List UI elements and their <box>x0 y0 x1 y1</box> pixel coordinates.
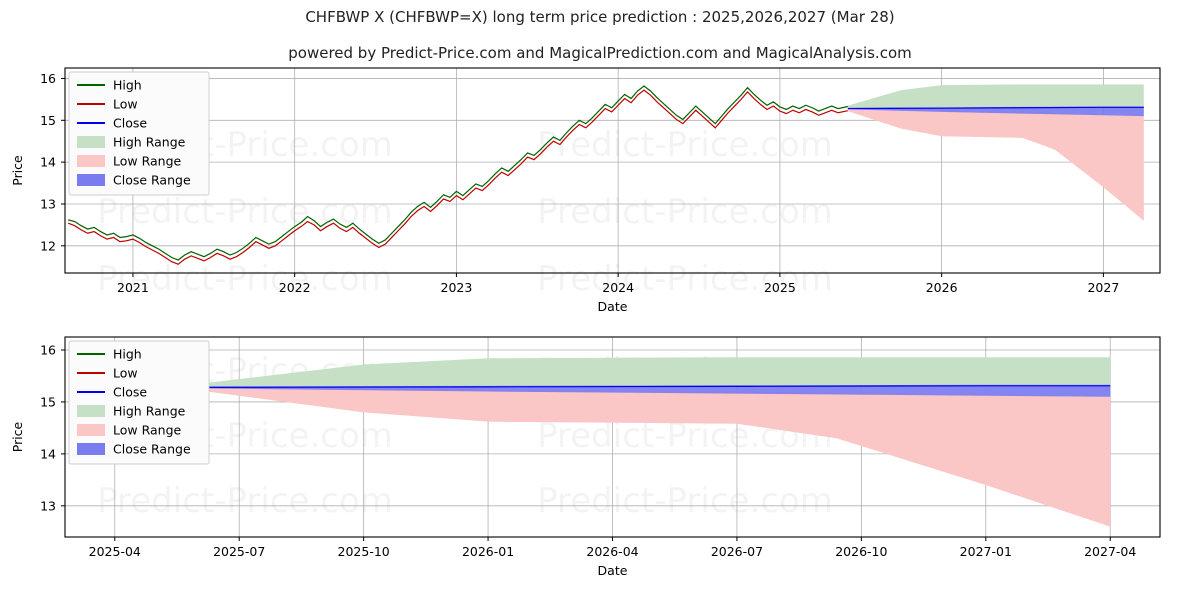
legend-swatch-patch <box>77 424 105 436</box>
x-tick-label: 2026-04 <box>586 544 638 559</box>
y-tick-label: 16 <box>40 71 56 86</box>
series-line-low <box>68 89 848 265</box>
x-tick-label: 2021 <box>117 280 149 295</box>
low-range-band <box>847 108 1144 221</box>
legend-swatch-patch <box>77 155 105 167</box>
x-tick-label: 2027-04 <box>1084 544 1136 559</box>
legend-item-label: Low Range <box>113 423 182 438</box>
watermark-text: Predict-Price.com <box>537 125 833 165</box>
legend-item-label: High Range <box>113 135 186 150</box>
y-tick-label: 12 <box>40 238 56 253</box>
watermark-text: Predict-Price.com <box>537 259 833 299</box>
legend-item-label: Close Range <box>113 173 191 188</box>
legend-item-label: Low <box>113 97 138 112</box>
x-tick-label: 2027-01 <box>960 544 1012 559</box>
close-range-band <box>847 106 1144 117</box>
x-tick-label: 2027 <box>1087 280 1119 295</box>
legend-item-label: High <box>113 347 142 362</box>
legend-item-label: Low Range <box>113 154 182 169</box>
y-tick-label: 13 <box>40 498 56 513</box>
legend-swatch-patch <box>77 405 105 417</box>
x-tick-label: 2026-07 <box>711 544 763 559</box>
high-range-band <box>199 357 1111 388</box>
y-tick-label: 14 <box>40 446 56 461</box>
legend-item-label: High <box>113 78 142 93</box>
plot-border <box>64 336 1161 538</box>
watermark-text: Predict-Price.com <box>97 259 393 299</box>
low-range-band <box>199 387 1111 527</box>
x-axis-label: Date <box>598 563 628 578</box>
legend-item-label: High Range <box>113 404 186 419</box>
page-subtitle: powered by Predict-Price.com and Magical… <box>288 44 912 62</box>
x-tick-label: 2025-04 <box>89 544 141 559</box>
y-tick-label: 13 <box>40 196 56 211</box>
close-range-band <box>199 384 1111 397</box>
legend-item-label: Close Range <box>113 442 191 457</box>
legend-item-label: Close <box>113 385 147 400</box>
x-tick-label: 2024 <box>602 280 634 295</box>
series-line-high <box>68 85 848 261</box>
y-tick-label: 16 <box>40 342 56 357</box>
legend-swatch-patch <box>77 174 105 186</box>
plot-border <box>64 67 1161 274</box>
y-tick-label: 14 <box>40 155 56 170</box>
x-tick-label: 2026 <box>926 280 958 295</box>
chart-legend: High Low Close High Range Low Range Close Ran… <box>68 71 210 196</box>
x-tick-label: 2023 <box>441 280 473 295</box>
y-axis-label: Price <box>10 155 25 186</box>
legend-swatch-patch <box>77 443 105 455</box>
chart-legend: High Low Close High Range Low Range Close Ran… <box>68 340 210 465</box>
legend-swatch-patch <box>77 136 105 148</box>
watermark-text: Predict-Price.com <box>537 192 833 232</box>
top-chart: Predict-Price.com Predict-Price.com Predic… <box>10 67 1161 314</box>
x-tick-label: 2022 <box>279 280 311 295</box>
y-tick-label: 15 <box>40 113 56 128</box>
y-tick-label: 15 <box>40 394 56 409</box>
y-axis-label: Price <box>10 421 25 452</box>
legend-item-label: Low <box>113 366 138 381</box>
watermark-text: Predict-Price.com <box>97 481 393 521</box>
page-title: CHFBWP X (CHFBWP=X) long term price pred… <box>305 8 895 26</box>
x-tick-label: 2026-01 <box>462 544 514 559</box>
close-forecast-line <box>847 106 1144 110</box>
close-forecast-line <box>199 385 1111 388</box>
x-tick-label: 2025-10 <box>338 544 390 559</box>
x-tick-label: 2025-07 <box>213 544 265 559</box>
legend-item-label: Close <box>113 116 147 131</box>
x-axis-label: Date <box>598 299 628 314</box>
x-tick-label: 2026-10 <box>835 544 887 559</box>
x-tick-label: 2025 <box>764 280 796 295</box>
high-range-band <box>847 84 1144 109</box>
bottom-chart: Predict-Price.comPredict-Price.comPredic… <box>10 336 1161 578</box>
watermark-text: Predict-Price.com <box>537 481 833 521</box>
